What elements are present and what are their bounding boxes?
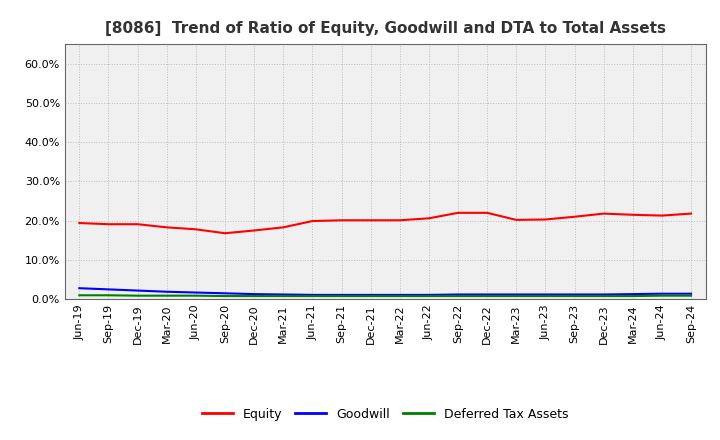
Title: [8086]  Trend of Ratio of Equity, Goodwill and DTA to Total Assets: [8086] Trend of Ratio of Equity, Goodwil…	[104, 21, 666, 36]
Equity	[163, 225, 171, 230]
Equity	[570, 214, 579, 220]
Deferred Tax Assets	[75, 293, 84, 298]
Deferred Tax Assets	[395, 293, 404, 299]
Goodwill	[512, 292, 521, 297]
Goodwill	[483, 292, 492, 297]
Deferred Tax Assets	[687, 293, 696, 298]
Deferred Tax Assets	[133, 293, 142, 298]
Equity	[75, 220, 84, 226]
Equity	[192, 227, 200, 232]
Equity	[687, 211, 696, 216]
Deferred Tax Assets	[366, 293, 375, 299]
Equity	[599, 211, 608, 216]
Goodwill	[250, 291, 258, 297]
Legend: Equity, Goodwill, Deferred Tax Assets: Equity, Goodwill, Deferred Tax Assets	[197, 403, 573, 425]
Goodwill	[687, 291, 696, 297]
Equity	[366, 218, 375, 223]
Goodwill	[163, 289, 171, 294]
Equity	[279, 225, 287, 230]
Deferred Tax Assets	[454, 293, 462, 299]
Goodwill	[75, 286, 84, 291]
Goodwill	[599, 292, 608, 297]
Goodwill	[395, 292, 404, 297]
Deferred Tax Assets	[541, 293, 550, 299]
Line: Deferred Tax Assets: Deferred Tax Assets	[79, 295, 691, 296]
Deferred Tax Assets	[279, 293, 287, 299]
Equity	[512, 217, 521, 223]
Deferred Tax Assets	[220, 293, 229, 299]
Deferred Tax Assets	[163, 293, 171, 298]
Goodwill	[337, 292, 346, 297]
Goodwill	[104, 287, 113, 292]
Goodwill	[366, 292, 375, 297]
Deferred Tax Assets	[629, 293, 637, 299]
Deferred Tax Assets	[599, 293, 608, 299]
Equity	[483, 210, 492, 216]
Equity	[220, 231, 229, 236]
Goodwill	[454, 292, 462, 297]
Goodwill	[541, 292, 550, 297]
Equity	[657, 213, 666, 218]
Deferred Tax Assets	[657, 293, 666, 298]
Line: Goodwill: Goodwill	[79, 288, 691, 295]
Deferred Tax Assets	[104, 293, 113, 298]
Deferred Tax Assets	[337, 293, 346, 299]
Equity	[629, 212, 637, 217]
Goodwill	[657, 291, 666, 297]
Goodwill	[133, 288, 142, 293]
Goodwill	[279, 292, 287, 297]
Equity	[337, 218, 346, 223]
Equity	[425, 216, 433, 221]
Equity	[133, 222, 142, 227]
Deferred Tax Assets	[570, 293, 579, 299]
Goodwill	[308, 292, 317, 297]
Goodwill	[425, 292, 433, 297]
Equity	[308, 218, 317, 224]
Deferred Tax Assets	[250, 293, 258, 299]
Goodwill	[629, 291, 637, 297]
Equity	[250, 228, 258, 233]
Deferred Tax Assets	[192, 293, 200, 298]
Equity	[395, 218, 404, 223]
Equity	[104, 222, 113, 227]
Goodwill	[192, 290, 200, 295]
Line: Equity: Equity	[79, 213, 691, 233]
Goodwill	[570, 292, 579, 297]
Deferred Tax Assets	[512, 293, 521, 299]
Equity	[454, 210, 462, 216]
Deferred Tax Assets	[308, 293, 317, 299]
Goodwill	[220, 291, 229, 296]
Deferred Tax Assets	[425, 293, 433, 299]
Equity	[541, 217, 550, 222]
Deferred Tax Assets	[483, 293, 492, 299]
